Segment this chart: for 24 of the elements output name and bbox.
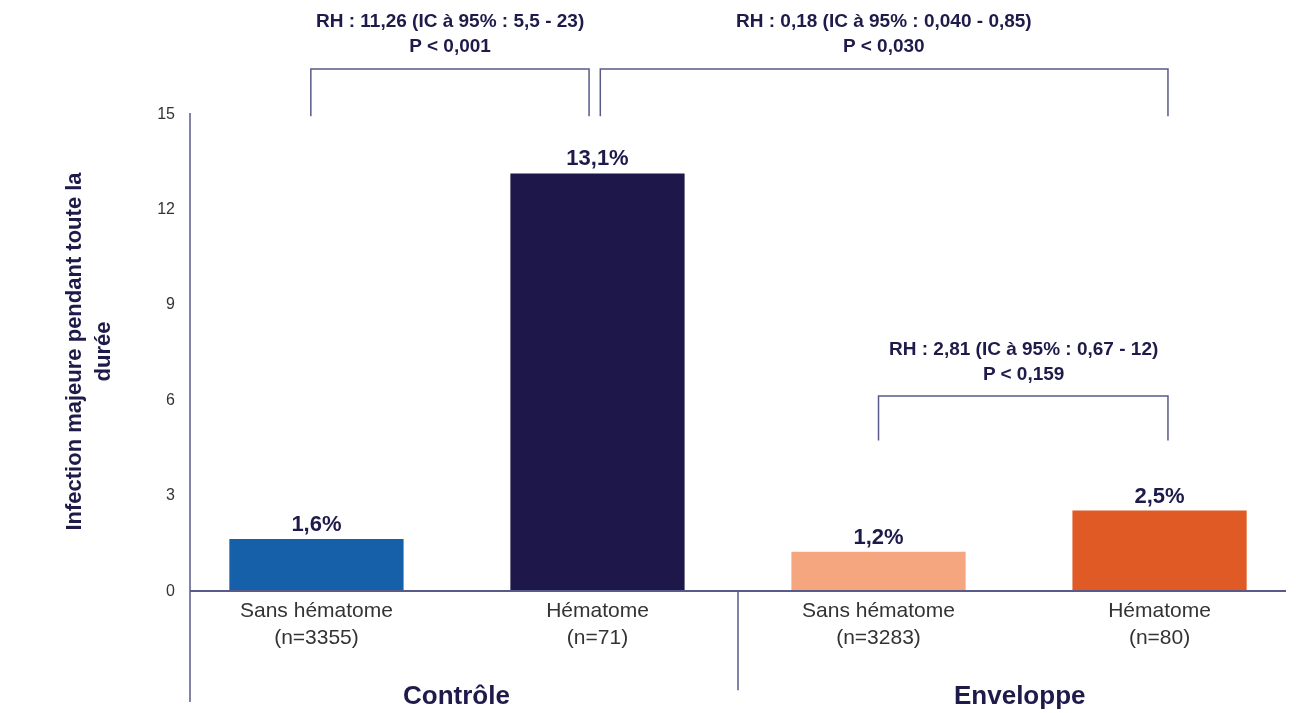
y-tick-label: 6 — [166, 390, 176, 408]
x-tick-label: Sans hématome (n=3283) — [802, 597, 955, 648]
y-tick-label: 9 — [166, 295, 176, 313]
x-tick-label: Sans hématome (n=3355) — [240, 597, 393, 648]
text: Contrôle — [403, 680, 510, 710]
y-tick-label: 0 — [166, 581, 176, 599]
x-tick-label: Hématome (n=80) — [1108, 597, 1211, 648]
text: RH : 11,26 (IC à 95% : 5,5 - 23) P < 0,001 — [316, 10, 585, 56]
y-axis-title: Infection majeure pendant toute la durée — [61, 171, 115, 531]
bar — [1072, 510, 1247, 590]
bar — [791, 551, 966, 590]
bar — [229, 539, 404, 590]
y-tick-label: 12 — [157, 200, 176, 217]
y-tick-label: 15 — [157, 104, 176, 122]
bar — [510, 173, 685, 590]
data-label: 13,1% — [566, 145, 629, 171]
annotation: RH : 2,81 (IC à 95% : 0,67 - 12) P < 0,159 — [889, 338, 1159, 384]
data-label: 2,5% — [1134, 482, 1185, 508]
data-label: 1,2% — [853, 523, 904, 549]
x-tick-label: Hématome (n=71) — [546, 597, 649, 648]
data-label: 1,6% — [291, 511, 342, 537]
text: RH : 0,18 (IC à 95% : 0,040 - 0,85) P < 0,030 — [736, 10, 1032, 56]
text: Enveloppe — [954, 680, 1086, 710]
y-tick-label: 3 — [166, 486, 176, 504]
